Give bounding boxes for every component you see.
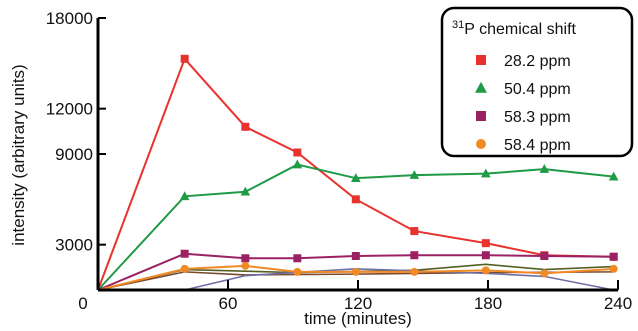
data-point-2-6 <box>481 251 490 260</box>
data-point-1-6 <box>481 168 491 178</box>
data-point-3-3 <box>293 267 302 276</box>
data-point-1-1 <box>179 191 190 201</box>
series-2 <box>97 249 618 291</box>
legend-label-0: 28.2 ppm <box>504 53 571 70</box>
legend-marker-2 <box>476 111 486 121</box>
data-point-1-3 <box>292 159 303 169</box>
legend-title: 31P chemical shift <box>452 19 577 38</box>
legend-marker-0 <box>476 55 486 65</box>
data-point-1-7 <box>539 164 550 173</box>
data-point-1-4 <box>351 173 361 182</box>
x-tick-label-3: 180 <box>474 294 502 313</box>
legend-box <box>440 6 634 158</box>
legend-title-text: P chemical shift <box>464 21 576 38</box>
data-point-3-7 <box>540 269 549 278</box>
data-point-1-2 <box>240 186 251 196</box>
data-point-1-5 <box>409 170 420 179</box>
data-point-0-4 <box>351 195 360 204</box>
x-tick-label-1: 60 <box>219 294 238 313</box>
legend: 31P chemical shift 28.2 ppm 50.4 ppm 58.3 … <box>440 6 634 158</box>
origin-tick-label: 0 <box>78 294 87 313</box>
data-point-3-4 <box>351 267 360 276</box>
background-line-1 <box>97 271 614 291</box>
data-point-2-5 <box>410 251 419 260</box>
data-point-3-1 <box>180 264 189 273</box>
legend-marker-3 <box>476 139 486 149</box>
data-point-3-8 <box>609 264 618 273</box>
y-tick-label-1: 9000 <box>55 145 93 164</box>
data-point-2-4 <box>351 252 360 260</box>
y-axis-label: intensity (arbitrary units) <box>9 64 28 245</box>
data-point-2-7 <box>540 252 549 260</box>
series-1 <box>97 159 619 291</box>
x-tick-label-2: 120 <box>344 294 372 313</box>
data-point-0-5 <box>410 227 419 236</box>
data-point-0-3 <box>293 148 302 157</box>
tick-layer: 60 120 180 240 0 3000 9000 12000 18000 <box>46 9 632 313</box>
series-layer <box>97 54 619 291</box>
legend-items: 28.2 ppm 50.4 ppm 58.3 ppm 58.4 ppm <box>475 53 571 154</box>
legend-title-superscript: 31 <box>452 19 464 31</box>
data-point-2-2 <box>241 254 250 263</box>
y-tick-label-3: 18000 <box>46 9 93 28</box>
x-axis-label: time (minutes) <box>304 309 412 328</box>
data-point-2-8 <box>609 252 618 261</box>
legend-label-2: 58.3 ppm <box>504 109 571 126</box>
legend-marker-1 <box>475 81 487 93</box>
legend-label-1: 50.4 ppm <box>504 81 571 98</box>
data-point-0-2 <box>241 122 250 131</box>
data-point-1-8 <box>608 171 619 181</box>
legend-label-3: 58.4 ppm <box>504 137 571 154</box>
y-tick-label-0: 3000 <box>55 236 93 255</box>
y-tick-label-2: 12000 <box>46 100 93 119</box>
data-point-0-6 <box>481 239 490 248</box>
data-point-3-5 <box>410 267 419 276</box>
x-tick-label-4: 240 <box>604 294 632 313</box>
data-point-3-2 <box>241 261 250 270</box>
data-point-3-6 <box>481 266 490 275</box>
series-3 <box>97 261 618 291</box>
data-point-2-3 <box>293 254 302 263</box>
data-point-0-1 <box>180 54 189 63</box>
data-point-2-1 <box>180 249 189 258</box>
